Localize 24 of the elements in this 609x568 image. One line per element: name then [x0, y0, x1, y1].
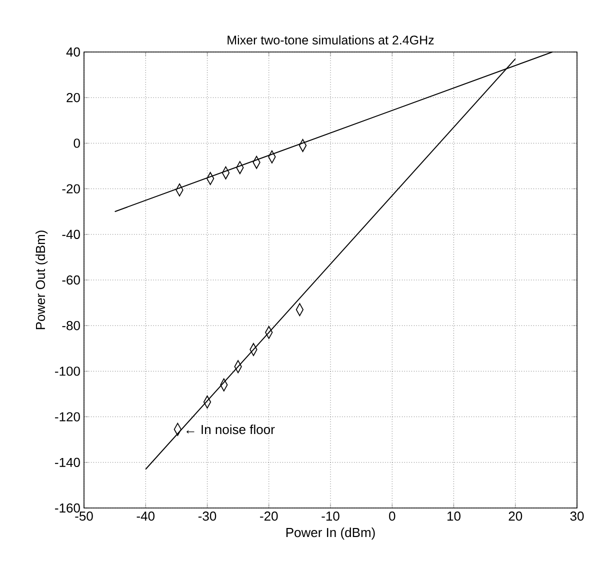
y-axis-title: Power Out (dBm): [36, 230, 48, 330]
y-tick-label: 20: [66, 92, 80, 102]
x-axis-title: Power In (dBm): [286, 528, 375, 540]
chart-title: Mixer two-tone simulations at 2.4GHz: [228, 35, 434, 44]
y-tick-label: -80: [62, 320, 80, 330]
x-tick-label: 0: [389, 512, 396, 521]
x-tick-label: -50: [75, 512, 93, 521]
x-tick-label: -30: [198, 512, 216, 521]
annotation: ← In noise floor: [186, 424, 275, 434]
y-tick-label: -140: [55, 458, 80, 467]
x-tick-label: -20: [260, 512, 278, 521]
y-tick-label: -20: [62, 184, 80, 194]
y-tick-label: 0: [74, 138, 80, 148]
y-tick-label: -60: [62, 275, 80, 285]
y-tick-label: -100: [55, 366, 80, 376]
x-tick-label: 20: [508, 512, 522, 521]
x-tick-label: -40: [136, 512, 155, 521]
y-tick-label: 40: [66, 47, 80, 57]
y-tick-label: -40: [62, 230, 80, 239]
x-tick-label: 30: [570, 512, 584, 521]
y-tick-label: -160: [55, 503, 80, 513]
x-tick-label: -10: [322, 512, 340, 521]
x-tick-label: 10: [448, 512, 460, 521]
y-tick-label: -120: [55, 412, 80, 422]
